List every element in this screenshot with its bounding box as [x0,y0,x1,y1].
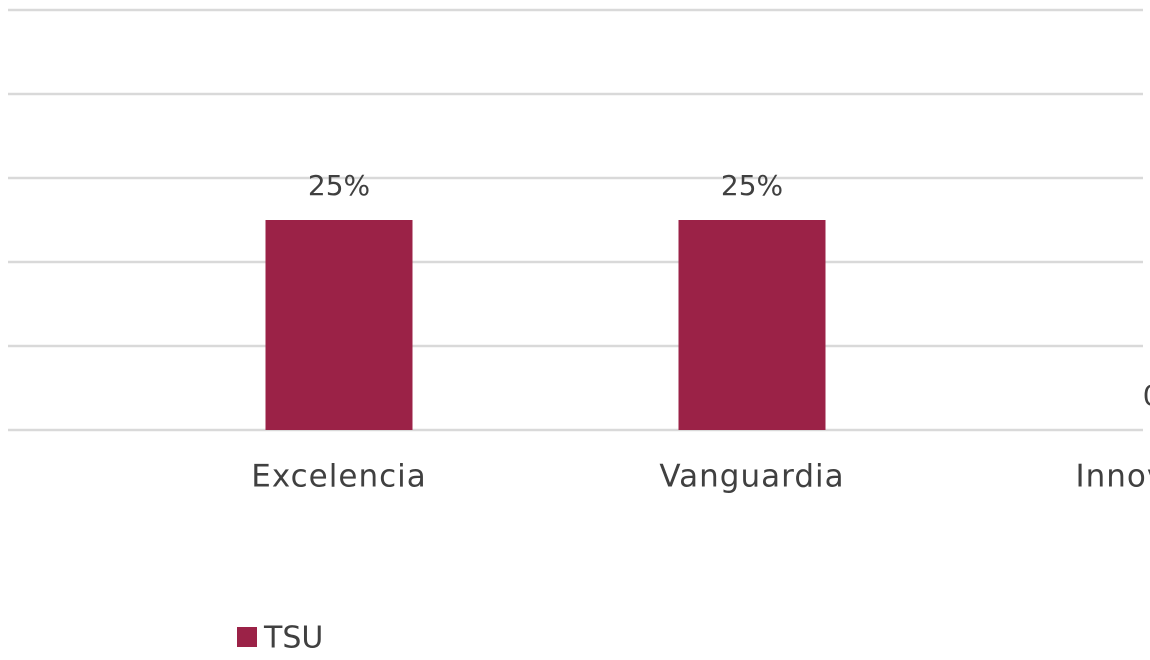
x-tick-label: Excelencia [251,459,427,495]
legend-swatch [237,627,257,647]
data-label: 0% [1143,379,1150,412]
x-tick-label: Vanguardia [659,459,844,495]
data-label: 25% [721,169,783,202]
bar [678,220,826,430]
data-label: 25% [308,169,370,202]
bar [265,220,413,430]
legend-label: TSU [263,621,323,656]
x-tick-label: Innovación [1075,459,1150,495]
